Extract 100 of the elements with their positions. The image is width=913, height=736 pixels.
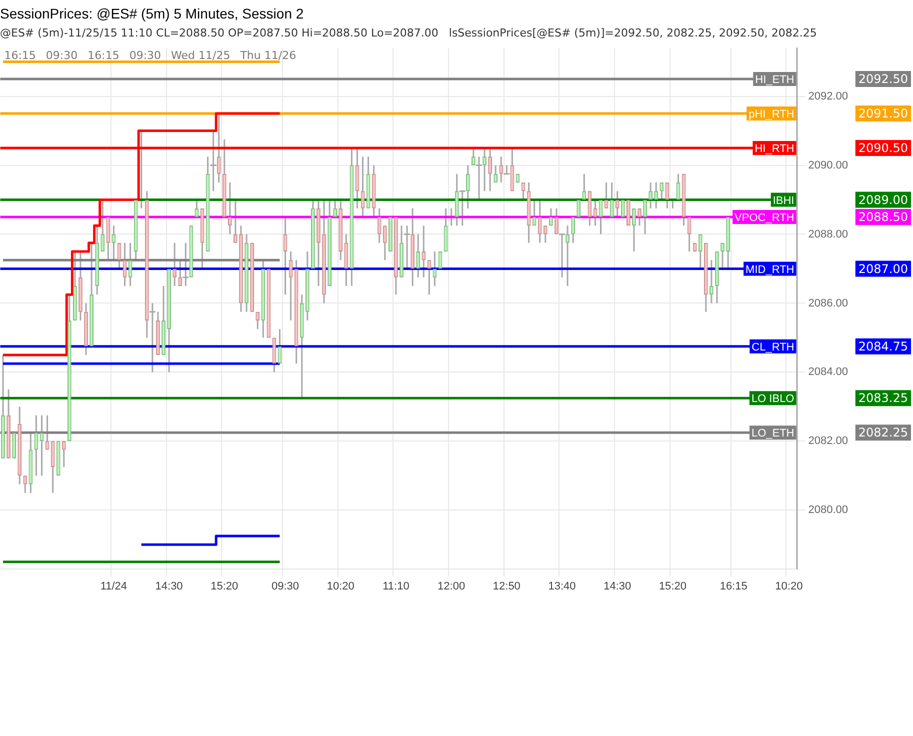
candlestick bbox=[256, 311, 260, 330]
candlestick bbox=[660, 182, 664, 201]
candlestick bbox=[328, 199, 332, 287]
y-tick-label: 2086.00 bbox=[808, 297, 848, 310]
candlestick bbox=[394, 216, 398, 296]
y-tick-label: 2088.00 bbox=[808, 228, 848, 240]
candlestick bbox=[239, 224, 243, 313]
ref-line-label: MID_RTH bbox=[746, 264, 794, 276]
candlestick bbox=[494, 164, 498, 184]
y2-tick-label: 2084.75 bbox=[858, 339, 908, 354]
candlestick bbox=[228, 182, 232, 235]
x-tick-label: 14:30 bbox=[604, 580, 632, 592]
y-tick-label: 2090.00 bbox=[808, 159, 848, 172]
candlestick bbox=[538, 199, 542, 244]
candlestick bbox=[427, 259, 432, 296]
candlestick bbox=[654, 182, 658, 210]
x-tick-label: 12:00 bbox=[438, 580, 466, 592]
candlestick bbox=[23, 474, 28, 494]
y-tick-label: 2084.00 bbox=[808, 366, 848, 378]
candlestick bbox=[720, 242, 724, 270]
candlestick bbox=[106, 216, 110, 261]
x-tick-label: 10:20 bbox=[326, 580, 354, 592]
candlestick bbox=[12, 432, 16, 460]
x-tick-label: 15:20 bbox=[210, 580, 238, 592]
candlestick bbox=[73, 250, 77, 322]
y2-tick-label: 2091.50 bbox=[858, 106, 908, 121]
ref-line-label: IBHI bbox=[772, 194, 794, 207]
candlestick bbox=[588, 190, 592, 226]
candlestick bbox=[715, 250, 719, 304]
candlestick bbox=[571, 216, 576, 244]
candlestick bbox=[78, 250, 82, 322]
ref-line-label: pHI_RTH bbox=[748, 108, 794, 121]
y2-tick-label: 2089.00 bbox=[858, 192, 908, 207]
candlestick bbox=[234, 199, 238, 244]
annotation: 16:15 bbox=[88, 48, 120, 62]
candlestick bbox=[333, 199, 338, 218]
y2-tick-label: 2083.25 bbox=[858, 391, 908, 406]
candlestick bbox=[50, 440, 55, 494]
candlestick bbox=[84, 302, 88, 356]
chart-subtitle: @ES# (5m)-11/25/15 11:10 CL=2088.50 OP=2087.50 Hi=2088.50 Lo=2087.00 lsSessionPrices[@ES# (5m)]=2092.50, 2082.25, 2092.50, 2082.25 bbox=[0, 26, 817, 40]
x-tick-label: 12:50 bbox=[492, 580, 520, 592]
chart-title: SessionPrices: @ES# (5m) 5 Minutes, Session 2 bbox=[0, 5, 304, 22]
candlestick bbox=[382, 224, 387, 261]
x-tick-label: 11/24 bbox=[100, 580, 128, 592]
candlestick bbox=[388, 216, 392, 252]
candlestick bbox=[244, 233, 248, 313]
candlestick bbox=[643, 199, 647, 235]
annotation: 09:30 bbox=[129, 48, 162, 62]
x-tick-label: 16:15 bbox=[720, 580, 748, 592]
x-tick-label: 10:20 bbox=[775, 580, 803, 592]
candlestick bbox=[488, 147, 492, 192]
candlestick bbox=[726, 216, 730, 270]
ref-line-label: LO IBLO bbox=[751, 393, 795, 406]
candlestick bbox=[610, 182, 614, 218]
candlestick bbox=[311, 199, 315, 270]
x-tick-label: 15:20 bbox=[658, 580, 686, 592]
x-tick-label: 14:30 bbox=[155, 580, 183, 592]
candlestick bbox=[632, 208, 636, 252]
candlestick bbox=[90, 242, 94, 348]
candlestick bbox=[162, 285, 166, 356]
candlestick bbox=[316, 199, 320, 287]
y-tick-label: 2082.00 bbox=[808, 435, 848, 448]
candlestick bbox=[638, 208, 642, 226]
candlestick bbox=[416, 233, 420, 278]
candlestick bbox=[377, 208, 382, 244]
x-tick-label: 13:40 bbox=[548, 580, 576, 592]
candlestick bbox=[100, 199, 105, 252]
ref-line-label: HI_ETH bbox=[755, 74, 794, 86]
candlestick bbox=[615, 190, 620, 218]
y2-tick-label: 2088.50 bbox=[858, 210, 908, 224]
annotation: 09:30 bbox=[46, 48, 78, 62]
y2-tick-label: 2087.00 bbox=[858, 262, 908, 276]
candlestick bbox=[422, 224, 426, 278]
y2-tick-label: 2092.50 bbox=[858, 72, 908, 86]
x-tick-label: 11:10 bbox=[382, 580, 410, 592]
ref-line-label: VPOC_RTH bbox=[734, 212, 794, 224]
annotation: 16:15 bbox=[4, 48, 36, 62]
ref-line-label: HI_RTH bbox=[754, 143, 794, 156]
candlestick bbox=[626, 199, 630, 226]
annotation: Wed 11/25 bbox=[171, 48, 230, 62]
y2-tick-label: 2090.50 bbox=[858, 141, 908, 156]
candlestick bbox=[648, 182, 653, 210]
annotation: Thu 11/26 bbox=[239, 48, 296, 62]
ref-line-label: LO_ETH bbox=[751, 428, 794, 440]
candlestick bbox=[6, 388, 10, 460]
x-tick-label: 09:30 bbox=[272, 580, 300, 592]
candlestick bbox=[543, 224, 548, 244]
y-tick-label: 2092.00 bbox=[808, 90, 848, 102]
candlestick bbox=[62, 440, 66, 468]
candlestick bbox=[172, 242, 177, 287]
candlestick bbox=[250, 242, 254, 313]
candlestick bbox=[549, 208, 553, 226]
candlestick bbox=[698, 233, 702, 270]
candlestick bbox=[344, 233, 348, 287]
candlestick bbox=[710, 259, 714, 304]
candlestick bbox=[532, 199, 536, 226]
y-tick-label: 2080.00 bbox=[808, 504, 848, 516]
ref-line-label: CL_RTH bbox=[752, 341, 794, 354]
candlestick bbox=[665, 182, 670, 210]
candlestick bbox=[167, 268, 171, 373]
